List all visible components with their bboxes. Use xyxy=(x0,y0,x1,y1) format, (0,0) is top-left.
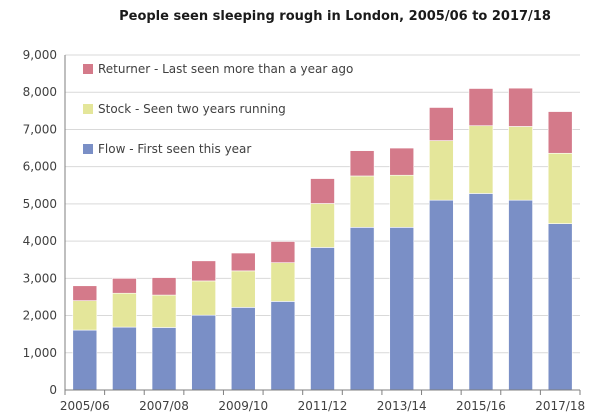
y-tick-label: 2,000 xyxy=(23,309,57,323)
bar-segment-stock xyxy=(310,203,335,248)
bar-segment-returner xyxy=(151,277,177,296)
bar-segment-returner xyxy=(191,260,216,282)
y-tick-label: 7,000 xyxy=(23,122,57,136)
bar-segment-stock xyxy=(270,262,296,302)
bar-segment-flow xyxy=(310,247,335,391)
legend-swatch xyxy=(83,144,93,154)
bar-segment-flow xyxy=(429,199,454,391)
bar-segment-flow xyxy=(112,326,137,391)
bar-segment-returner xyxy=(112,278,137,294)
x-axis: 2005/06 2007/08 2009/10 2011/12 2013/14 2015/… xyxy=(60,55,585,413)
chart-title: People seen sleeping rough in London, 20… xyxy=(119,9,551,24)
x-tick-label: 2005/06 xyxy=(60,399,110,413)
bar-segment-returner xyxy=(468,88,494,127)
bar-segment-flow xyxy=(72,329,98,391)
x-tick-label: 2009/10 xyxy=(218,399,268,413)
bar-segment-stock xyxy=(508,126,533,201)
bar-segment-returner xyxy=(508,87,533,127)
bar-segment-stock xyxy=(72,300,98,331)
bar-segment-stock xyxy=(468,125,494,194)
bar-segment-stock xyxy=(191,280,216,316)
bar-segment-flow xyxy=(468,193,494,391)
bar-segment-flow xyxy=(151,327,177,391)
bar-segment-returner xyxy=(389,147,415,176)
bar-segment-returner xyxy=(72,285,98,301)
bar-segment-returner xyxy=(547,111,573,154)
bar-segment-flow xyxy=(230,307,256,391)
x-tick-label: 2013/14 xyxy=(377,399,427,413)
bar-segment-returner xyxy=(270,241,296,264)
bar-segment-stock xyxy=(349,175,375,228)
bar-segment-stock xyxy=(112,292,137,328)
y-tick-label: 9,000 xyxy=(23,48,57,62)
legend-swatch xyxy=(83,104,93,114)
bar-segment-flow xyxy=(191,314,216,391)
y-tick-label: 8,000 xyxy=(23,85,57,99)
bar-segment-returner xyxy=(429,107,454,141)
legend-label: Stock - Seen two years running xyxy=(98,102,286,116)
bars xyxy=(72,87,573,391)
bar-segment-flow xyxy=(270,301,296,391)
legend-label: Flow - First seen this year xyxy=(98,142,251,156)
x-tick-label: 2007/08 xyxy=(139,399,189,413)
legend-swatch xyxy=(83,64,93,74)
x-tick-label: 2015/16 xyxy=(456,399,506,413)
bar-segment-returner xyxy=(310,178,335,204)
y-tick-label: 5,000 xyxy=(23,197,57,211)
bar-segment-returner xyxy=(230,252,256,272)
y-tick-label: 3,000 xyxy=(23,271,57,285)
bar-segment-stock xyxy=(151,294,177,328)
x-tick-label: 2011/12 xyxy=(298,399,348,413)
y-tick-label: 4,000 xyxy=(23,234,57,248)
legend: Returner - Last seen more than a year ag… xyxy=(83,62,353,156)
y-axis-ticks: 0 1,000 2,000 3,000 4,000 5,000 6,000 7,000 8,00… xyxy=(23,48,57,397)
y-tick-label: 0 xyxy=(49,383,57,397)
bar-segment-flow xyxy=(508,199,533,391)
bar-segment-flow xyxy=(389,227,415,391)
bar-segment-stock xyxy=(230,270,256,308)
legend-label: Returner - Last seen more than a year ag… xyxy=(98,62,353,76)
bar-segment-returner xyxy=(349,150,375,177)
bar-segment-stock xyxy=(429,140,454,201)
bar-segment-flow xyxy=(547,223,573,391)
bar-segment-stock xyxy=(547,152,573,224)
y-tick-label: 1,000 xyxy=(23,346,57,360)
bar-segment-stock xyxy=(389,174,415,228)
bar-segment-flow xyxy=(349,227,375,391)
y-tick-label: 6,000 xyxy=(23,160,57,174)
x-tick-label: 2017/18 xyxy=(535,399,585,413)
